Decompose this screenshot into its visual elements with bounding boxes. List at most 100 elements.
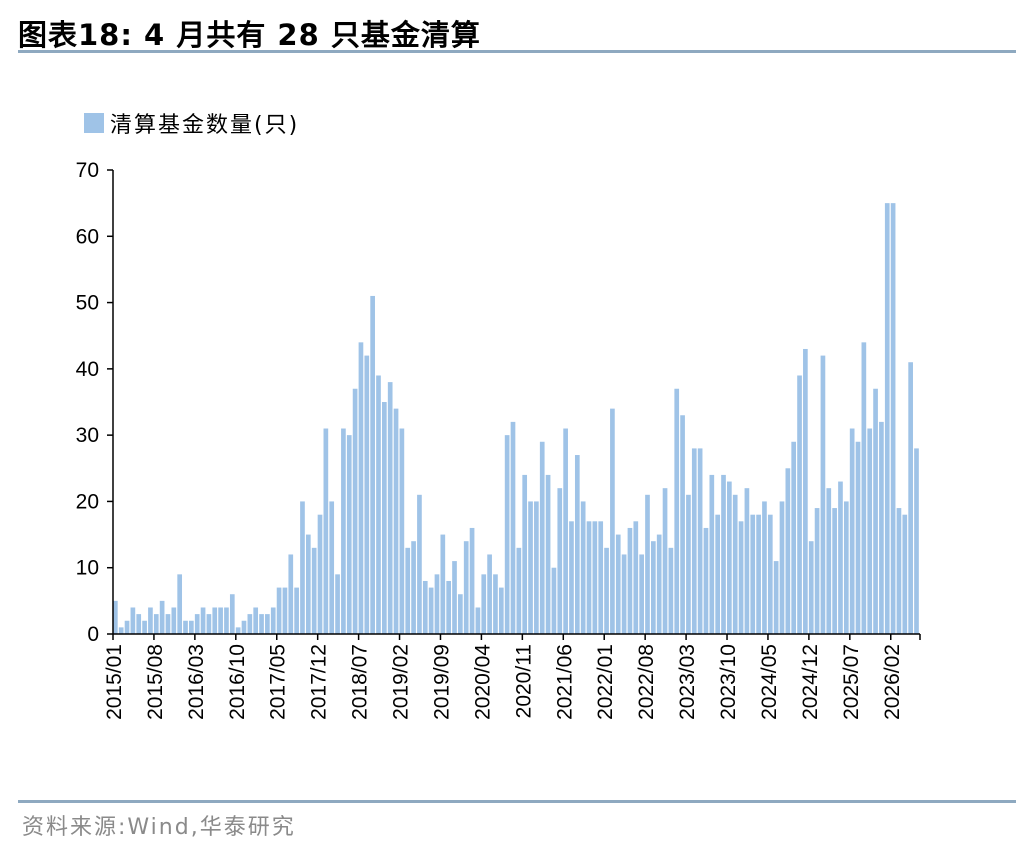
x-tick-label: 2023/03	[676, 644, 699, 720]
bar	[539, 441, 545, 634]
bar	[317, 514, 323, 634]
bar	[820, 355, 826, 634]
bar	[177, 574, 183, 634]
bar	[142, 620, 147, 634]
y-tick-label: 30	[76, 424, 99, 447]
bar	[615, 534, 621, 634]
bar	[557, 488, 563, 634]
bar	[563, 428, 568, 634]
bar	[890, 203, 896, 634]
bar	[797, 375, 802, 634]
x-tick-labels: 2015/01 2015/08 2016/03 2016/10 2017/05 2017/…	[103, 644, 904, 720]
bar	[399, 428, 405, 634]
bar	[229, 594, 235, 634]
bar	[241, 620, 247, 634]
bar	[194, 614, 200, 634]
bar	[832, 508, 837, 634]
bar	[709, 474, 715, 634]
bar	[463, 541, 469, 634]
bar	[376, 375, 381, 634]
bar	[674, 388, 680, 634]
x-tick-label: 2015/01	[103, 644, 126, 720]
x-tick-label: 2020/11	[512, 644, 535, 718]
bar	[691, 448, 697, 634]
x-tick-label: 2017/05	[267, 644, 290, 720]
bar	[551, 567, 557, 634]
bar	[668, 547, 674, 634]
legend-swatch	[84, 113, 104, 133]
y-tick-label: 60	[76, 225, 99, 248]
bar	[843, 501, 849, 634]
bar	[808, 541, 814, 634]
bar	[803, 348, 808, 634]
bar	[329, 501, 335, 634]
x-tick-label: 2025/07	[840, 644, 863, 720]
bar	[358, 342, 364, 634]
x-tick-label: 2018/07	[349, 644, 372, 720]
bar	[411, 541, 416, 634]
axes	[107, 169, 921, 640]
bar	[165, 614, 171, 634]
bar	[235, 627, 241, 634]
y-tick-label: 0	[87, 623, 99, 646]
bar	[715, 514, 721, 634]
bar	[604, 547, 609, 634]
bar	[247, 614, 253, 634]
bar	[481, 574, 487, 634]
bar	[574, 455, 580, 634]
bar	[417, 494, 422, 634]
bar	[276, 587, 282, 634]
bar	[259, 614, 264, 634]
bar	[305, 534, 311, 634]
bar	[738, 521, 744, 634]
bar	[586, 521, 592, 634]
bar	[744, 488, 750, 634]
bar	[697, 448, 703, 634]
bar	[902, 514, 908, 634]
x-tick-label: 2024/12	[799, 644, 822, 720]
bar	[487, 554, 492, 634]
bar	[498, 587, 504, 634]
x-tick-label: 2020/04	[471, 644, 494, 720]
bar	[884, 203, 890, 634]
bar	[218, 607, 223, 634]
bar	[861, 342, 867, 634]
bar	[592, 521, 598, 634]
bar	[855, 441, 861, 634]
bar	[727, 481, 732, 634]
bar	[633, 521, 639, 634]
bar	[153, 614, 159, 634]
bar	[879, 421, 884, 634]
x-tick-label: 2023/10	[717, 644, 740, 720]
x-tick-label: 2021/06	[553, 644, 576, 720]
bar	[849, 428, 855, 634]
x-tick-label: 2015/08	[144, 644, 167, 720]
bar	[721, 474, 726, 634]
bar	[422, 580, 428, 634]
bar	[434, 574, 440, 634]
title-divider	[18, 50, 1016, 53]
bar	[382, 402, 387, 634]
bar	[270, 607, 276, 634]
bar	[522, 474, 528, 634]
x-tick-label: 2026/02	[881, 644, 904, 720]
bar	[908, 362, 913, 634]
bar	[294, 587, 299, 634]
legend-label: 清算基金数量(只)	[110, 113, 299, 138]
bar	[627, 527, 633, 634]
bar	[183, 620, 188, 634]
bar	[335, 574, 340, 634]
bar	[569, 521, 574, 634]
bar	[621, 554, 627, 634]
y-tick-label: 40	[76, 358, 99, 381]
bar	[534, 501, 539, 634]
bar	[352, 388, 358, 634]
x-tick-label: 2022/08	[635, 644, 658, 720]
bar	[171, 607, 177, 634]
bar	[224, 607, 229, 634]
bar	[867, 428, 873, 634]
bar-chart: 清算基金数量(只) 0 10 20 30 40 50 60 70 2015/01 2015/08…	[76, 113, 921, 720]
bar	[814, 508, 820, 634]
bar	[282, 587, 288, 634]
bar	[387, 382, 393, 634]
